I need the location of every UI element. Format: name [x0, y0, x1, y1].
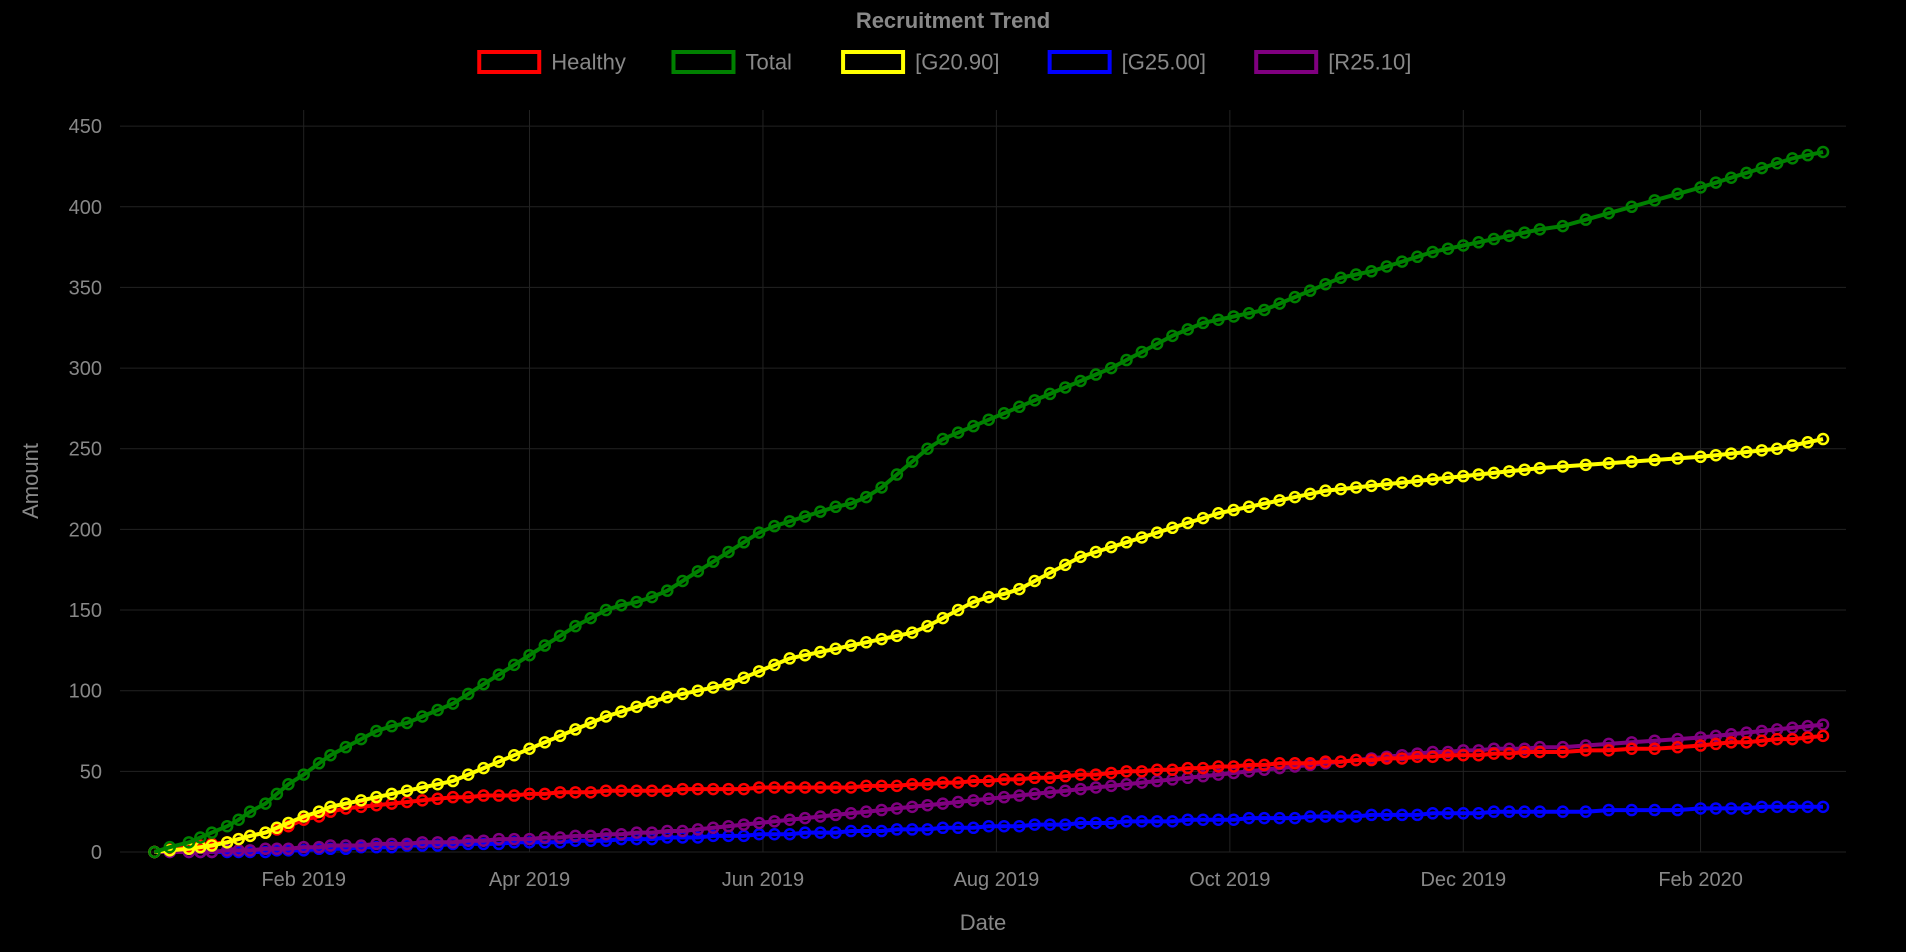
x-tick-label: Feb 2020	[1658, 869, 1743, 891]
x-tick-label: Feb 2019	[261, 869, 346, 891]
y-tick-label: 150	[69, 600, 102, 622]
legend-label-r2510[interactable]: [R25.10]	[1328, 50, 1411, 75]
chart-svg: 0 50 100 150 200 250 300 350 400 450 Feb 2019 Apr 2…	[0, 0, 1906, 952]
x-axis-label: Date	[960, 910, 1006, 935]
x-tick-label: Dec 2019	[1420, 869, 1506, 891]
x-tick-label: Jun 2019	[722, 869, 804, 891]
y-tick-label: 300	[69, 358, 102, 380]
x-tick-label: Aug 2019	[954, 869, 1040, 891]
y-tick-label: 400	[69, 197, 102, 219]
y-tick-label: 350	[69, 277, 102, 299]
y-tick-label: 200	[69, 519, 102, 541]
legend-label-g2500[interactable]: [G25.00]	[1122, 50, 1206, 75]
y-tick-label: 100	[69, 681, 102, 703]
y-tick-label: 0	[91, 842, 102, 864]
y-tick-label: 450	[69, 116, 102, 138]
y-axis-label: Amount	[18, 443, 43, 519]
y-tick-label: 50	[80, 761, 102, 783]
legend-label-healthy[interactable]: Healthy	[551, 50, 626, 75]
recruitment-trend-chart: 0 50 100 150 200 250 300 350 400 450 Feb 2019 Apr 2…	[0, 0, 1906, 952]
legend-label-g2090[interactable]: [G20.90]	[915, 50, 999, 75]
x-tick-label: Apr 2019	[489, 869, 570, 891]
chart-title: Recruitment Trend	[856, 8, 1050, 33]
y-tick-label: 250	[69, 439, 102, 461]
x-tick-label: Oct 2019	[1189, 869, 1270, 891]
legend-label-total[interactable]: Total	[745, 50, 791, 75]
